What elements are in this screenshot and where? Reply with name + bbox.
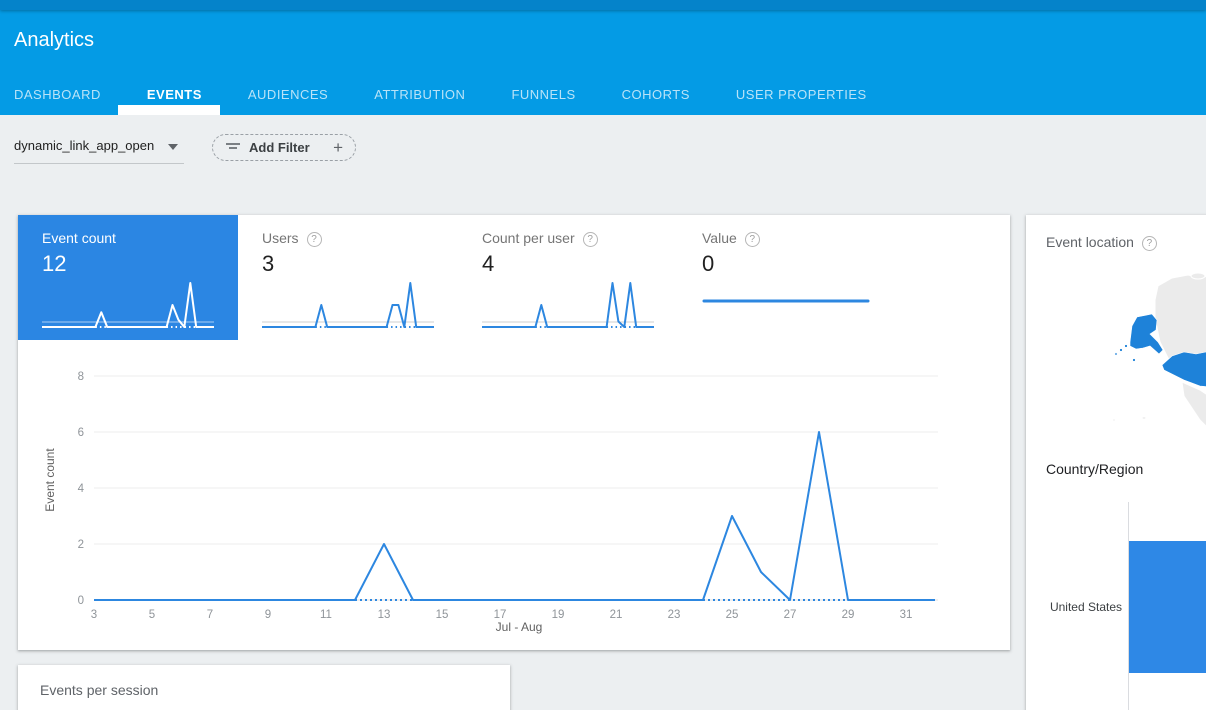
add-filter-label: Add Filter <box>249 140 310 155</box>
filter-list-icon <box>225 142 241 154</box>
metric-tile-value[interactable]: Value 0 <box>678 215 898 340</box>
add-filter-button[interactable]: Add Filter <box>212 134 356 161</box>
svg-text:8: 8 <box>78 371 84 383</box>
metric-label: Count per user <box>482 230 598 247</box>
tab-funnels[interactable]: FUNNELS <box>511 85 575 105</box>
svg-text:2: 2 <box>78 539 84 551</box>
count-per-user-sparkline <box>482 275 654 333</box>
analytics-page: Analytics DASHBOARD EVENTS AUDIENCES ATT… <box>0 0 1206 710</box>
value-sparkline <box>702 275 874 333</box>
tab-cohorts[interactable]: COHORTS <box>622 85 690 105</box>
metric-tile-users[interactable]: Users 3 <box>238 215 458 340</box>
help-icon[interactable] <box>745 232 760 247</box>
event-selector-dropdown[interactable]: dynamic_link_app_open <box>14 131 184 164</box>
tab-attribution[interactable]: ATTRIBUTION <box>374 85 465 105</box>
metric-tile-count-per-user[interactable]: Count per user 4 <box>458 215 678 340</box>
help-icon[interactable] <box>1142 236 1157 251</box>
north-america-map[interactable] <box>1100 270 1206 435</box>
metric-value: 12 <box>42 251 66 277</box>
help-icon[interactable] <box>583 232 598 247</box>
chevron-down-icon <box>168 144 178 150</box>
tab-bar: DASHBOARD EVENTS AUDIENCES ATTRIBUTION F… <box>14 85 867 105</box>
tab-user-properties[interactable]: USER PROPERTIES <box>736 85 867 105</box>
metric-tile-event-count[interactable]: Event count 12 <box>18 215 238 340</box>
metric-value: 0 <box>702 251 714 277</box>
svg-text:4: 4 <box>78 483 85 495</box>
y-axis-label: Event count <box>43 420 57 540</box>
event-count-sparkline <box>42 275 214 333</box>
united-states-bar <box>1129 541 1206 673</box>
events-per-session-card: Events per session <box>18 665 510 710</box>
country-region-header: Country/Region <box>1046 461 1143 477</box>
tab-dashboard[interactable]: DASHBOARD <box>14 85 101 105</box>
event-metrics-card: Event count 12 Users 3 Count per user 4 … <box>18 215 1010 650</box>
svg-text:0: 0 <box>78 595 84 607</box>
x-axis-label: Jul - Aug <box>74 620 964 634</box>
metric-label: Value <box>702 230 760 247</box>
plus-icon <box>333 139 343 156</box>
country-label: United States <box>1026 541 1122 673</box>
event-count-line-chart: 0246835791113151719212325272931 <box>74 360 964 632</box>
event-selector-value: dynamic_link_app_open <box>14 138 154 153</box>
event-location-title: Event location <box>1046 234 1157 251</box>
metric-label: Users <box>262 230 322 247</box>
event-location-card: Event location Country/ <box>1026 215 1206 710</box>
events-per-session-title: Events per session <box>40 682 158 698</box>
country-bar-row[interactable]: United States <box>1026 541 1206 673</box>
metric-label: Event count <box>42 230 116 246</box>
top-app-bar <box>0 0 1206 10</box>
page-title: Analytics <box>14 29 94 52</box>
help-icon[interactable] <box>307 232 322 247</box>
tab-events[interactable]: EVENTS <box>147 85 202 105</box>
active-tab-indicator <box>118 105 220 115</box>
tab-audiences[interactable]: AUDIENCES <box>248 85 328 105</box>
users-sparkline <box>262 275 434 333</box>
svg-text:6: 6 <box>78 427 84 439</box>
metric-value: 3 <box>262 251 274 277</box>
metric-value: 4 <box>482 251 494 277</box>
analytics-header: Analytics DASHBOARD EVENTS AUDIENCES ATT… <box>0 10 1206 115</box>
